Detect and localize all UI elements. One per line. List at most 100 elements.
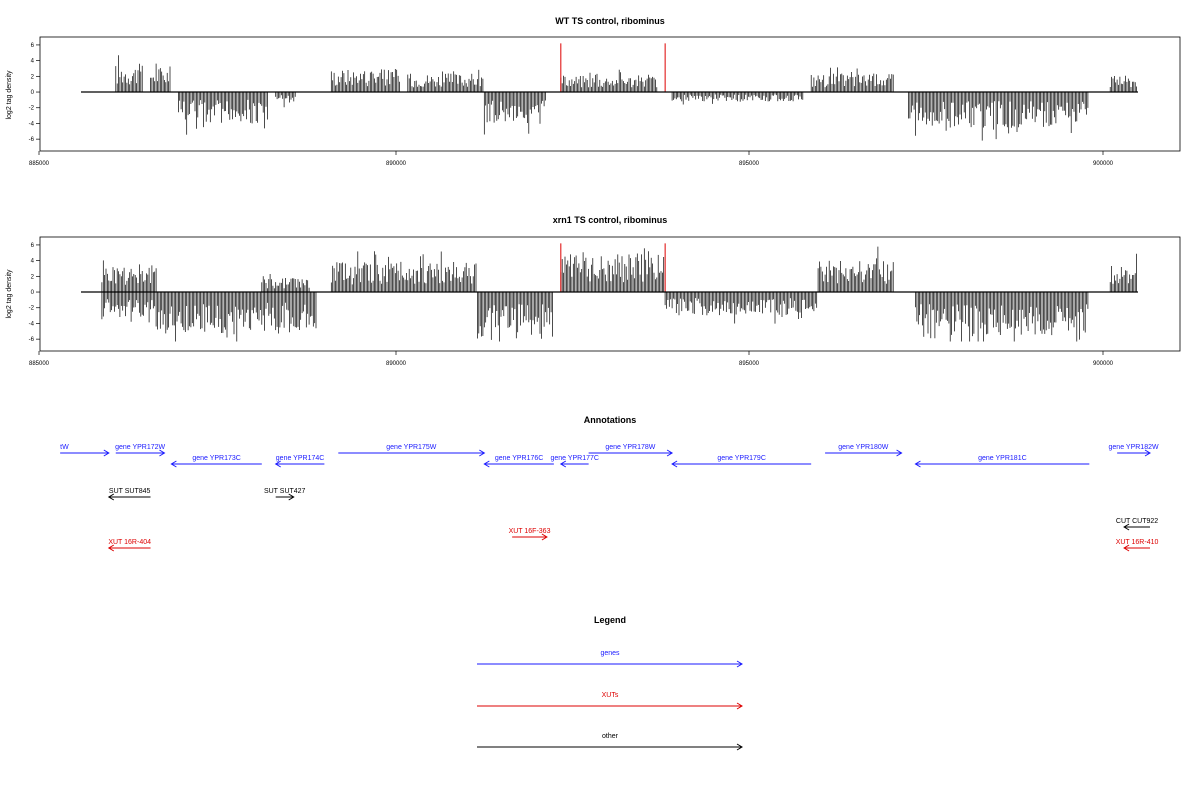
- annotation-features: tW gene YPR172W gene YPR173C gene YPR174C ge…: [60, 444, 1159, 552]
- wt-track-title: WT TS control, ribominus: [555, 16, 665, 26]
- xrn1-bars: [101, 246, 1137, 342]
- annotation-feature: SUT SUT427: [264, 488, 306, 501]
- wt-bars: [115, 55, 1137, 141]
- wt-plot-frame: [39, 36, 1181, 152]
- feature-label: gene YPR180W: [838, 444, 888, 451]
- annotation-feature: gene YPR176C: [483, 455, 554, 468]
- annotation-feature: gene YPR174C: [274, 455, 325, 468]
- feature-label: gene YPR177C: [550, 455, 599, 462]
- legend-item-other: other: [477, 733, 743, 751]
- annotation-feature: gene YPR181C: [914, 455, 1090, 468]
- x-tick-label: 895000: [739, 361, 760, 367]
- y-tick-label: -6: [29, 137, 35, 143]
- feature-arrow-head: [274, 460, 281, 468]
- y-tick-label: 4: [31, 259, 35, 265]
- feature-label: SUT SUT845: [109, 488, 151, 495]
- xrn1-y-ticks: 6 4 2 0 -2 -4 -6: [29, 243, 40, 343]
- annotation-feature: gene YPR178W: [588, 444, 674, 457]
- x-tick-label: 885000: [29, 361, 50, 367]
- annotation-feature: gene YPR180W: [825, 444, 903, 457]
- feature-arrow-head: [1144, 449, 1151, 457]
- y-tick-label: -6: [29, 337, 35, 343]
- y-tick-label: 6: [31, 243, 35, 249]
- x-tick-label: 895000: [739, 161, 760, 167]
- annotations-panel: Annotations tW gene YPR172W gene YPR173C ge…: [60, 415, 1159, 552]
- annotation-feature: XUT 16R-410: [1116, 539, 1159, 552]
- annotation-feature: gene YPR179C: [671, 455, 812, 468]
- y-tick-label: 6: [31, 43, 35, 49]
- annotation-feature: CUT CUT922: [1116, 518, 1158, 531]
- feature-arrow-head: [736, 702, 743, 710]
- feature-arrow-head: [103, 449, 110, 457]
- feature-arrow-head: [736, 660, 743, 668]
- feature-label: SUT SUT427: [264, 488, 306, 495]
- feature-arrow-head: [666, 449, 674, 457]
- feature-arrow-head: [1123, 544, 1130, 552]
- annotation-feature: gene YPR182W: [1109, 444, 1159, 457]
- y-tick-label: -4: [29, 321, 35, 327]
- legend-item-label: genes: [600, 650, 620, 657]
- feature-label: gene YPR172W: [115, 444, 165, 451]
- feature-label: gene YPR174C: [276, 455, 325, 462]
- feature-label: tW: [60, 444, 69, 451]
- xrn1-x-ticks: 885000 890000 895000 900000: [29, 351, 1114, 367]
- feature-arrow-head: [107, 544, 115, 552]
- feature-label: gene YPR176C: [495, 455, 544, 462]
- legend-item-label: XUTs: [602, 692, 619, 699]
- wt-x-ticks: 885000 890000 895000 900000: [29, 151, 1114, 167]
- xrn1-marker-lines: [560, 243, 666, 293]
- x-tick-label: 890000: [386, 161, 407, 167]
- y-tick-label: -4: [29, 121, 35, 127]
- feature-label: CUT CUT922: [1116, 518, 1158, 525]
- feature-arrow-head: [559, 460, 567, 468]
- feature-arrow-head: [483, 460, 490, 468]
- feature-arrow-head: [107, 493, 115, 501]
- annotation-feature: gene YPR172W: [115, 444, 166, 457]
- feature-arrow-head: [914, 460, 921, 468]
- feature-arrow-head: [541, 533, 548, 541]
- annotation-feature: SUT SUT845: [107, 488, 151, 501]
- feature-label: gene YPR182W: [1109, 444, 1159, 451]
- y-tick-label: 2: [31, 74, 35, 80]
- wt-y-ticks: 6 4 2 0 -2 -4 -6: [29, 43, 40, 143]
- feature-label: gene YPR178W: [605, 444, 655, 451]
- feature-label: XUT 16F-363: [509, 528, 551, 535]
- legend-title: Legend: [594, 615, 626, 625]
- annotation-feature: XUT 16R-404: [107, 539, 151, 552]
- feature-label: gene YPR181C: [978, 455, 1027, 462]
- feature-arrow-head: [1123, 523, 1130, 531]
- feature-label: XUT 16R-404: [108, 539, 151, 546]
- wt-marker-lines: [560, 43, 666, 93]
- annotation-feature: XUT 16F-363: [509, 528, 551, 541]
- annotation-feature: tW: [60, 444, 110, 457]
- feature-label: gene YPR173C: [192, 455, 241, 462]
- x-tick-label: 900000: [1093, 361, 1114, 367]
- annotations-title: Annotations: [584, 415, 637, 425]
- y-tick-label: 0: [31, 290, 35, 296]
- xrn1-track-panel: xrn1 TS control, ribominus log2 tag dens…: [6, 215, 1181, 367]
- y-tick-label: 2: [31, 274, 35, 280]
- feature-arrow-head: [479, 449, 486, 457]
- y-tick-label: -2: [29, 106, 35, 112]
- annotation-feature: gene YPR175W: [338, 444, 486, 457]
- x-tick-label: 900000: [1093, 161, 1114, 167]
- feature-arrow-head: [736, 743, 743, 751]
- x-tick-label: 885000: [29, 161, 50, 167]
- feature-label: XUT 16R-410: [1116, 539, 1159, 546]
- wt-y-axis-label: log2 tag density: [6, 70, 13, 120]
- legend-items: genes XUTs other: [477, 650, 743, 751]
- legend-item-xut: XUTs: [477, 692, 743, 710]
- feature-arrow-head: [159, 449, 166, 457]
- feature-arrow-head: [170, 460, 177, 468]
- x-tick-label: 890000: [386, 361, 407, 367]
- annotation-feature: gene YPR173C: [170, 455, 262, 468]
- y-tick-label: -2: [29, 306, 35, 312]
- xrn1-plot-frame: [39, 236, 1181, 352]
- xrn1-y-axis-label: log2 tag density: [6, 269, 13, 319]
- feature-label: gene YPR175W: [386, 444, 436, 451]
- feature-arrow-head: [288, 493, 295, 501]
- feature-label: gene YPR179C: [717, 455, 766, 462]
- legend-item-label: other: [602, 733, 619, 740]
